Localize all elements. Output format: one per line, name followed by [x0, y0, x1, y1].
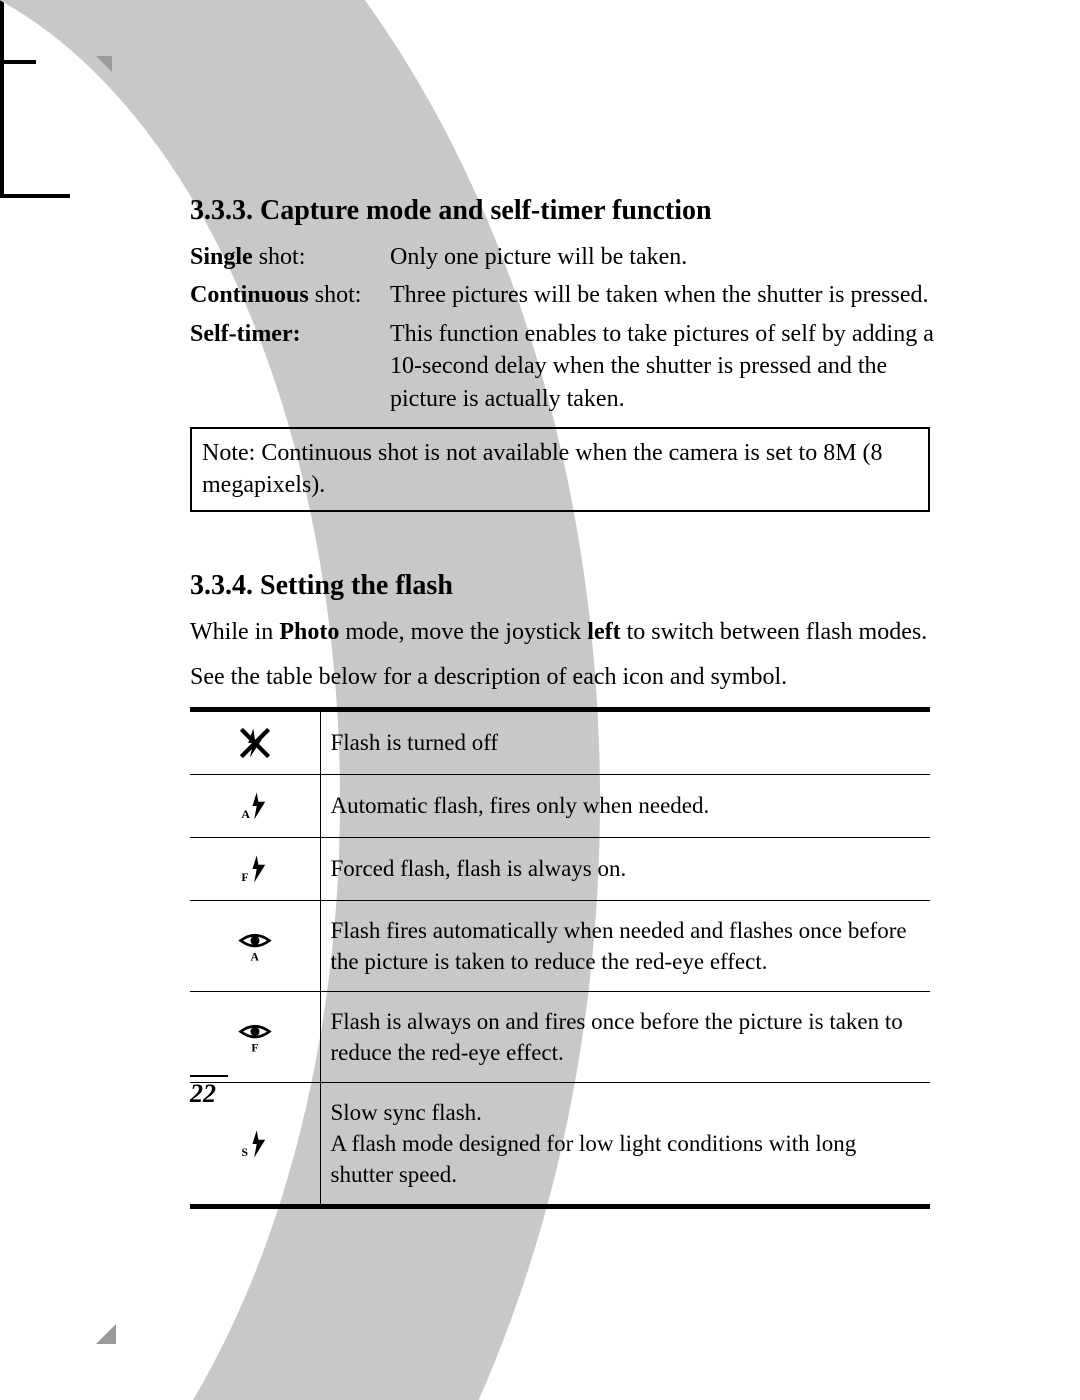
flash-table: Flash is turned off A Automatic flash, f…	[190, 707, 930, 1209]
svg-text:A: A	[241, 807, 250, 821]
definition-row: Continuous shot: Three pictures will be …	[190, 279, 945, 311]
flash-off-icon	[190, 709, 320, 774]
table-row: A Automatic flash, fires only when neede…	[190, 774, 930, 837]
svg-text:F: F	[241, 870, 248, 884]
flash-desc: Flash fires automatically when needed an…	[320, 900, 930, 991]
flash-lead: See the table below for a description of…	[190, 661, 945, 695]
svg-text:F: F	[251, 1041, 258, 1054]
table-row: S Slow sync flash. A flash mode designed…	[190, 1083, 930, 1207]
section-heading-capture-mode: 3.3.3. Capture mode and self-timer funct…	[190, 195, 945, 227]
table-row: A Flash fires automatically when needed …	[190, 900, 930, 991]
crop-mark	[96, 1324, 116, 1344]
crop-mark	[0, 64, 4, 124]
crop-mark	[0, 60, 36, 64]
flash-desc: Forced flash, flash is always on.	[320, 837, 930, 900]
definition-desc: This function enables to take pictures o…	[390, 318, 945, 415]
definition-term: Single shot:	[190, 241, 390, 273]
page: 3.3.3. Capture mode and self-timer funct…	[0, 0, 1080, 1400]
flash-desc: Flash is turned off	[320, 709, 930, 774]
definition-term: Self-timer:	[190, 318, 390, 415]
definition-term: Continuous shot:	[190, 279, 390, 311]
definition-row: Single shot: Only one picture will be ta…	[190, 241, 945, 273]
svg-text:S: S	[241, 1145, 248, 1159]
flash-desc: Automatic flash, fires only when needed.	[320, 774, 930, 837]
svg-text:A: A	[250, 950, 259, 963]
flash-intro: While in Photo mode, move the joystick l…	[190, 616, 945, 650]
table-row: Flash is turned off	[190, 709, 930, 774]
crop-mark	[96, 56, 112, 72]
flash-desc: Slow sync flash. A flash mode designed f…	[320, 1083, 930, 1207]
note-box: Note: Continuous shot is not available w…	[190, 427, 930, 512]
content-area: 3.3.3. Capture mode and self-timer funct…	[190, 195, 945, 1209]
definition-list: Single shot: Only one picture will be ta…	[190, 241, 945, 415]
flash-desc: Flash is always on and fires once before…	[320, 992, 930, 1083]
definition-desc: Three pictures will be taken when the sh…	[390, 279, 945, 311]
crop-mark	[0, 194, 70, 198]
flash-auto-icon: A	[190, 774, 320, 837]
crop-mark	[0, 0, 4, 60]
section-heading-setting-flash: 3.3.4. Setting the flash	[190, 570, 945, 602]
page-number: 22	[190, 1075, 228, 1109]
definition-row: Self-timer: This function enables to tak…	[190, 318, 945, 415]
definition-desc: Only one picture will be taken.	[390, 241, 945, 273]
redeye-forced-icon: F	[190, 992, 320, 1083]
table-row: F Forced flash, flash is always on.	[190, 837, 930, 900]
crop-mark	[0, 124, 4, 194]
table-row: F Flash is always on and fires once befo…	[190, 992, 930, 1083]
flash-forced-icon: F	[190, 837, 320, 900]
redeye-auto-icon: A	[190, 900, 320, 991]
